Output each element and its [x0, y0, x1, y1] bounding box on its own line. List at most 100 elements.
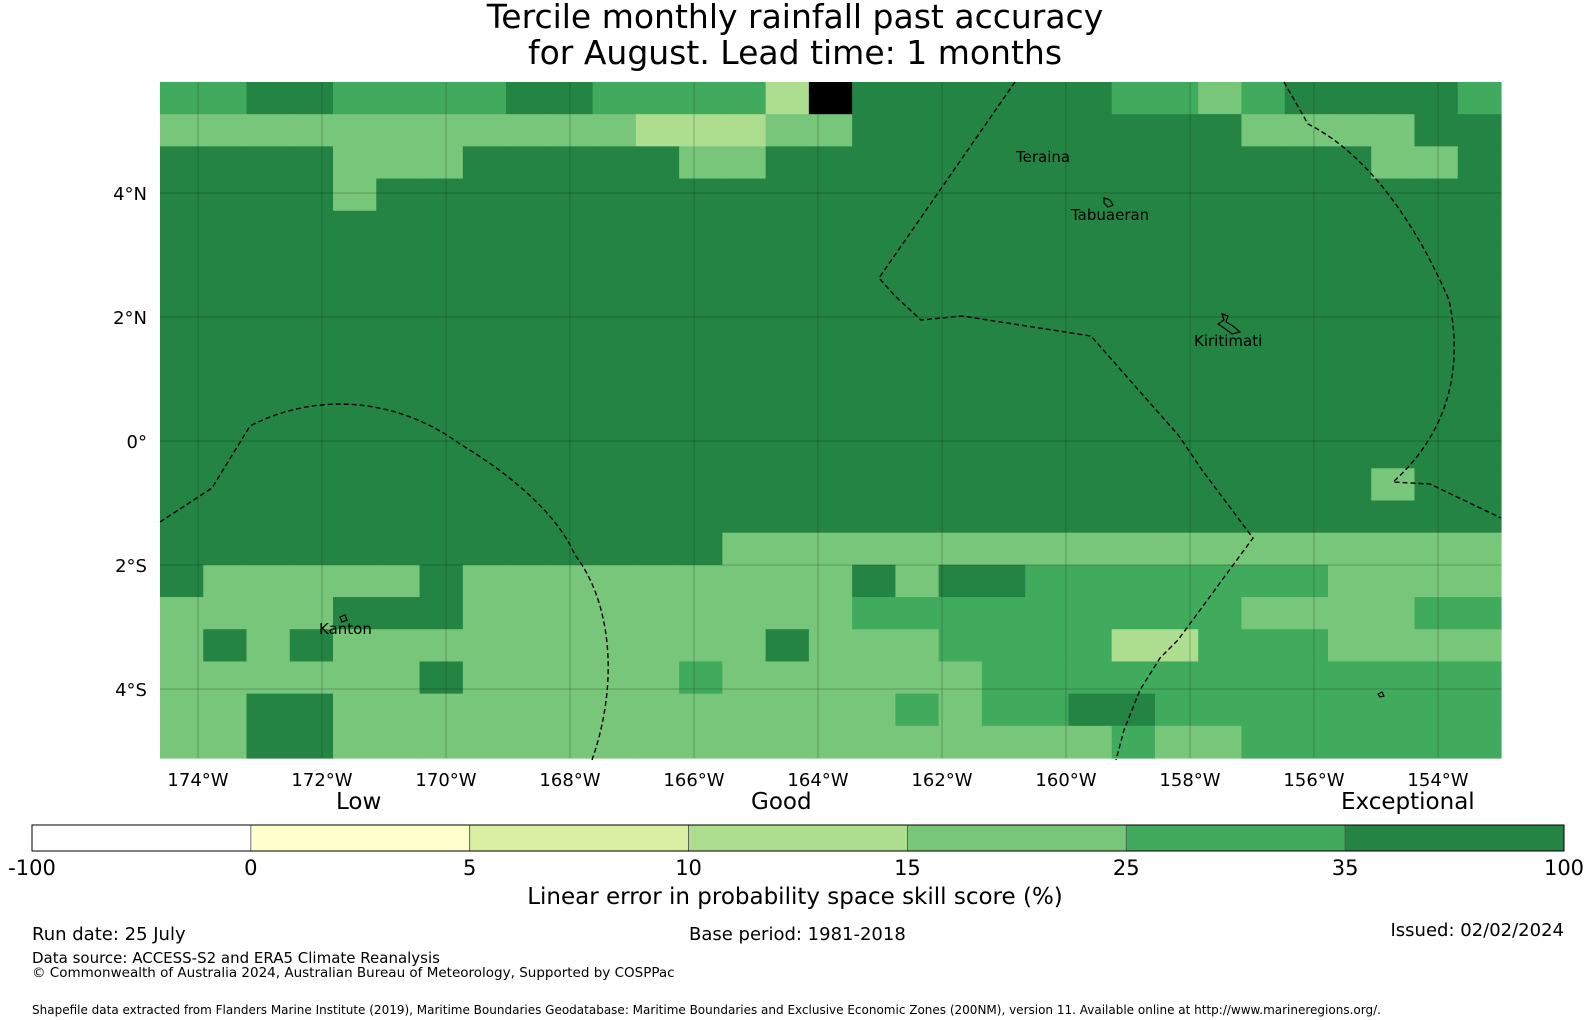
skill-cell	[981, 693, 1026, 727]
skill-cell	[808, 564, 853, 598]
skill-cell	[722, 661, 767, 695]
skill-cell	[333, 339, 377, 373]
skill-cell	[895, 242, 940, 276]
skill-cell	[679, 403, 723, 437]
skill-cell	[808, 500, 853, 534]
skill-cell	[1371, 564, 1416, 598]
skill-cell	[635, 597, 680, 630]
place-label-kanton: Kanton	[319, 620, 372, 638]
skill-cell	[289, 436, 334, 469]
skill-cell	[333, 114, 377, 147]
skill-cell	[679, 629, 723, 663]
skill-cell	[376, 178, 421, 212]
skill-cell	[679, 500, 723, 534]
skill-cell	[1154, 178, 1199, 212]
skill-cell	[679, 339, 723, 373]
skill-cell	[203, 82, 248, 115]
islands	[339, 197, 1385, 698]
skill-cell	[1241, 468, 1286, 502]
skill-cell	[765, 242, 810, 276]
skill-cell	[1111, 82, 1156, 115]
skill-cell	[203, 564, 248, 598]
skill-cell	[160, 114, 204, 147]
skill-cell	[1371, 403, 1416, 437]
skill-cell	[938, 371, 983, 405]
skill-cell	[289, 210, 334, 244]
skill-cell	[1025, 371, 1070, 405]
skill-cell	[549, 403, 594, 437]
skill-cell	[895, 371, 940, 405]
skill-cell	[852, 629, 896, 663]
skill-cell	[1241, 403, 1286, 437]
skill-cell	[1068, 371, 1113, 405]
skill-cell	[981, 339, 1026, 373]
skill-cell	[1068, 564, 1113, 598]
skill-cell	[419, 275, 464, 308]
skill-cell	[1198, 403, 1243, 437]
skill-cell	[1068, 532, 1113, 566]
skill-cell	[1154, 725, 1199, 759]
skill-cell	[1025, 275, 1070, 308]
skill-cell	[1025, 436, 1070, 469]
skill-cell	[938, 661, 983, 695]
skill-cell	[722, 242, 767, 276]
skill-cell	[1457, 210, 1502, 244]
skill-cell	[462, 307, 507, 341]
skill-cell	[376, 146, 421, 180]
skill-cell	[419, 500, 464, 534]
skill-cell	[981, 532, 1026, 566]
skill-cell	[549, 146, 594, 180]
skill-cell	[592, 436, 637, 469]
skill-cell	[1111, 275, 1156, 308]
skill-cell	[635, 371, 680, 405]
skill-cell	[289, 242, 334, 276]
skill-cell	[549, 629, 594, 663]
skill-cell	[1241, 436, 1286, 469]
skill-cell	[289, 275, 334, 308]
skill-cell	[679, 564, 723, 598]
skill-cell	[1457, 468, 1502, 502]
skill-cell	[1068, 114, 1113, 147]
skill-cell	[1414, 242, 1459, 276]
skill-cell	[852, 564, 896, 598]
skill-cell	[333, 371, 377, 405]
colorbar-segment	[31, 824, 252, 852]
skill-cell	[376, 403, 421, 437]
skill-cell	[1068, 468, 1113, 502]
skill-cell	[419, 178, 464, 212]
skill-cell	[1457, 532, 1502, 566]
skill-cell	[203, 371, 248, 405]
skill-cell	[808, 725, 853, 759]
skill-cell	[246, 629, 291, 663]
skill-cell	[160, 532, 204, 566]
skill-cell	[1414, 629, 1459, 663]
skill-cell	[895, 500, 940, 534]
skill-cell	[765, 307, 810, 341]
skill-cell	[852, 693, 896, 727]
skill-cell	[1371, 114, 1416, 147]
skill-cell	[895, 532, 940, 566]
colorbar-segment	[469, 824, 689, 852]
skill-cell	[1154, 146, 1199, 180]
skill-cell	[765, 210, 810, 244]
skill-cell	[1025, 307, 1070, 341]
skill-cell	[592, 500, 637, 534]
skill-cell	[1327, 371, 1372, 405]
skill-cell	[289, 371, 334, 405]
skill-cell	[203, 693, 248, 727]
skill-cell	[1414, 500, 1459, 534]
skill-cell	[852, 307, 896, 341]
islet-shape	[1377, 691, 1385, 698]
skill-cell	[376, 339, 421, 373]
skill-cell	[462, 532, 507, 566]
map-title-line1: Tercile monthly rainfall past accuracy	[486, 0, 1104, 36]
skill-cell	[1198, 500, 1243, 534]
skill-cell	[981, 371, 1026, 405]
skill-cell	[635, 114, 680, 147]
skill-cell	[981, 146, 1026, 180]
skill-cell	[160, 307, 204, 341]
skill-cell	[549, 82, 594, 115]
skill-cell	[1154, 114, 1199, 147]
skill-cell	[1284, 629, 1329, 663]
skill-cell	[938, 82, 983, 115]
